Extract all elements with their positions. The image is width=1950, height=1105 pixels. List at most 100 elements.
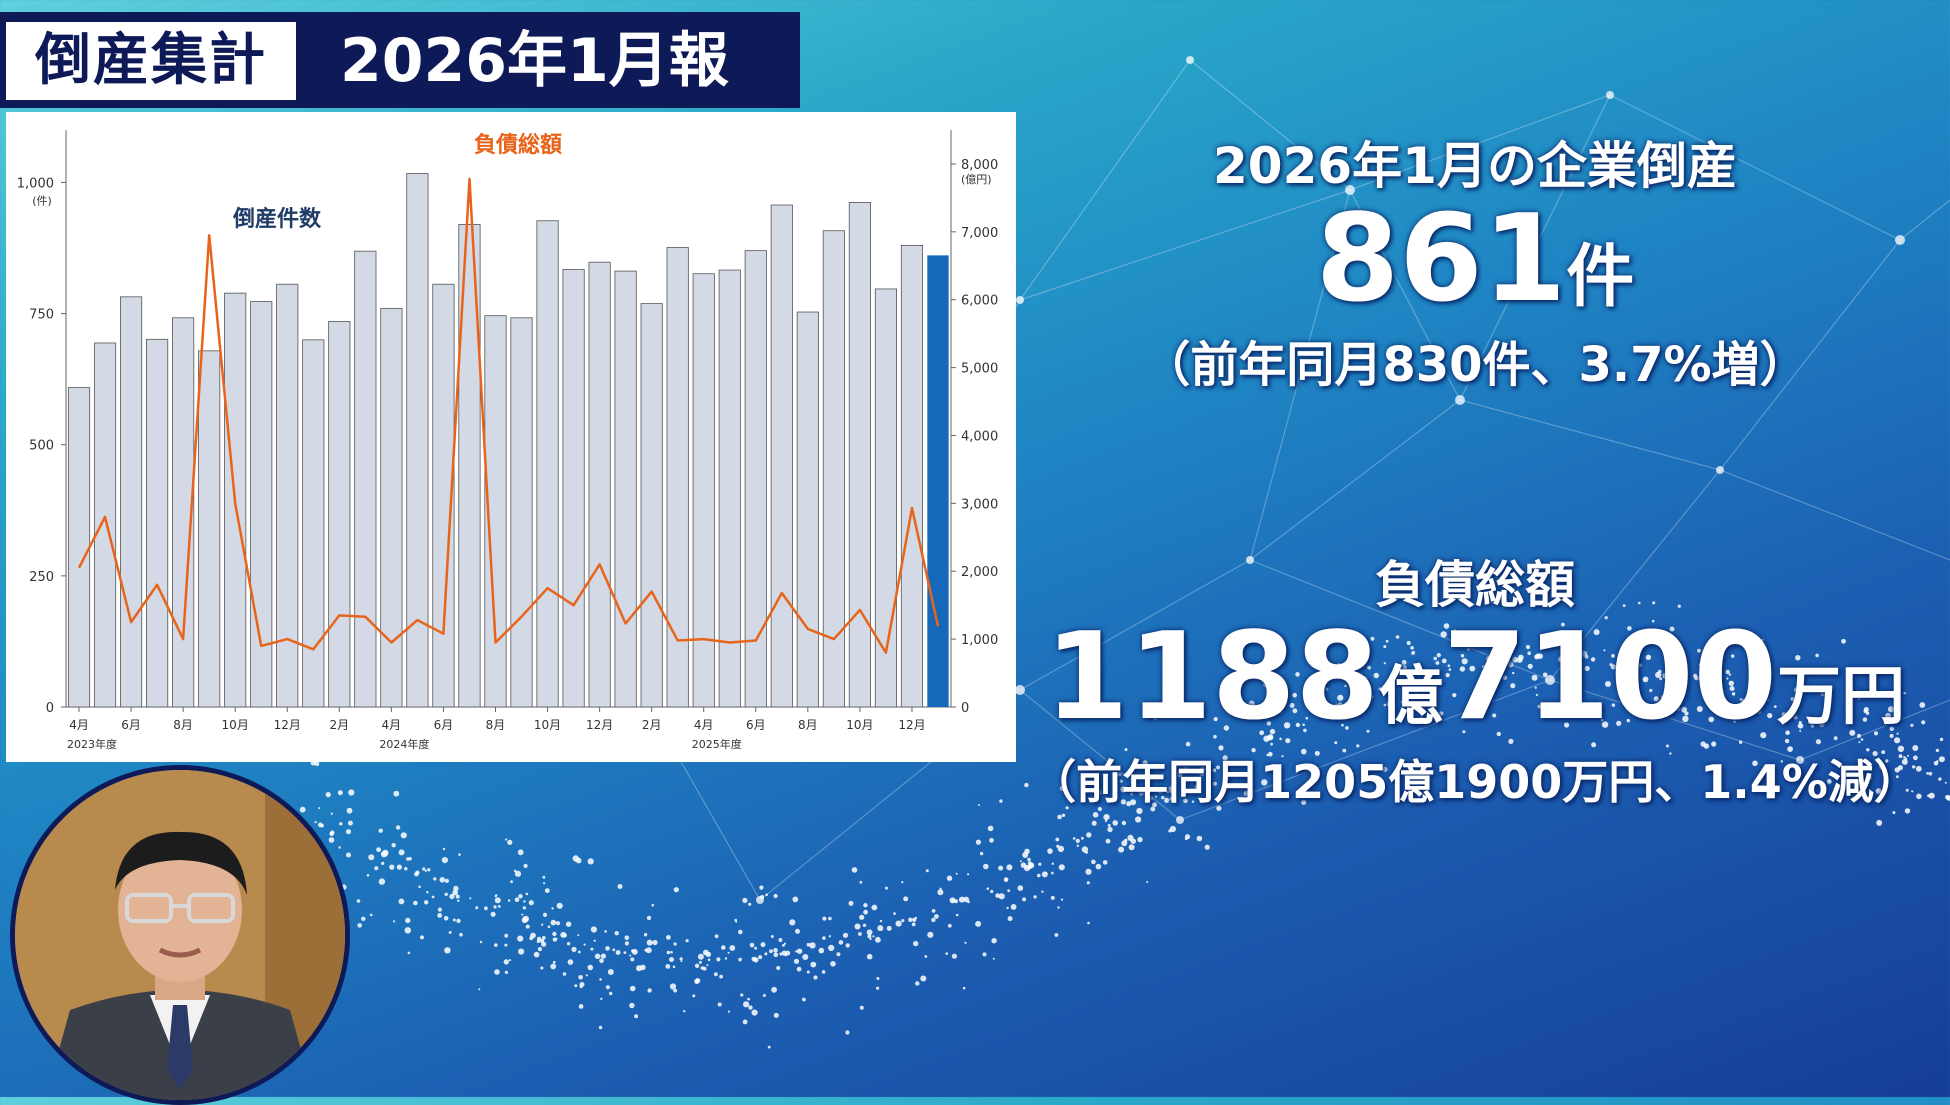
particle-dot xyxy=(563,972,567,976)
bar xyxy=(303,340,324,707)
particle-dot xyxy=(494,943,498,947)
particle-dot xyxy=(1024,849,1029,854)
particle-dot xyxy=(714,972,718,976)
particle-dot xyxy=(683,1010,685,1012)
particle-dot xyxy=(908,918,912,922)
particle-dot xyxy=(1006,864,1012,870)
particle-dot xyxy=(795,929,800,934)
debt-figure: 1188億7100万円 xyxy=(1000,608,1950,767)
particle-dot xyxy=(433,877,436,880)
particle-dot xyxy=(829,935,831,937)
particle-dot xyxy=(872,935,874,937)
particle-dot xyxy=(379,878,385,884)
debt-unit-oku: 億 xyxy=(1379,660,1443,734)
particle-dot xyxy=(1197,836,1203,842)
particle-dot xyxy=(475,906,478,909)
bar xyxy=(875,289,896,707)
particle-dot xyxy=(1027,858,1031,862)
particle-dot xyxy=(1037,874,1041,878)
particle-dot xyxy=(849,901,854,906)
particle-dot xyxy=(920,976,926,982)
particle-dot xyxy=(967,873,969,875)
particle-dot xyxy=(543,882,545,884)
particle-dot xyxy=(822,970,826,974)
bar xyxy=(94,343,115,707)
particle-dot xyxy=(991,938,996,943)
particle-dot xyxy=(1092,821,1097,826)
particle-dot xyxy=(760,895,764,899)
particle-dot xyxy=(828,917,832,921)
particle-dot xyxy=(1058,846,1064,852)
particle-dot xyxy=(521,914,523,916)
particle-dot xyxy=(863,924,866,927)
bar xyxy=(329,321,350,707)
particle-dot xyxy=(347,808,353,814)
x-tick-label: 12月 xyxy=(274,718,301,732)
particle-dot xyxy=(338,790,343,795)
particle-dot xyxy=(870,938,872,940)
particle-dot xyxy=(652,904,655,907)
particle-dot xyxy=(863,910,868,915)
particle-dot xyxy=(761,942,766,947)
particle-dot xyxy=(729,945,735,951)
particle-dot xyxy=(567,942,570,945)
particle-dot xyxy=(764,952,767,955)
debt-heading: 負債総額 xyxy=(1000,545,1950,617)
x-tick-label: 8月 xyxy=(486,718,506,732)
particle-dot xyxy=(789,919,795,925)
particle-dot xyxy=(1047,848,1053,854)
particle-dot xyxy=(401,832,407,838)
particle-dot xyxy=(616,950,621,955)
particle-dot xyxy=(424,900,428,904)
particle-dot xyxy=(518,949,524,955)
particle-dot xyxy=(1051,872,1054,875)
particle-dot xyxy=(1185,834,1190,839)
particle-dot xyxy=(860,881,863,884)
x-tick-label: 4月 xyxy=(694,718,714,732)
bar xyxy=(198,351,219,707)
bar xyxy=(68,388,89,707)
particle-dot xyxy=(591,926,597,932)
particle-dot xyxy=(393,920,395,922)
y-axis-label-left: (件) xyxy=(32,194,52,207)
bar xyxy=(589,262,610,707)
particle-dot xyxy=(1055,933,1059,937)
particle-dot xyxy=(379,829,383,833)
particle-dot xyxy=(1087,881,1090,884)
particle-dot xyxy=(742,898,747,903)
particle-dot xyxy=(615,931,619,935)
particle-dot xyxy=(1107,827,1112,832)
particle-dot xyxy=(945,952,948,955)
particle-dot xyxy=(644,949,647,952)
particle-dot xyxy=(769,949,773,953)
particle-dot xyxy=(1135,816,1141,822)
particle-dot xyxy=(901,881,903,883)
particle-dot xyxy=(1046,872,1048,874)
particle-dot xyxy=(1004,877,1009,882)
y-axis-label-right: (億円) xyxy=(961,173,992,186)
particle-dot xyxy=(872,905,878,911)
particle-dot xyxy=(518,894,522,898)
debt-note: （前年同月1205億1900万円、1.4%減） xyxy=(1000,746,1950,812)
particle-dot xyxy=(588,858,594,864)
header-title: 2026年1月報 xyxy=(340,22,729,100)
particle-dot xyxy=(669,957,674,962)
particle-dot xyxy=(632,949,638,955)
particle-dot xyxy=(1093,812,1099,818)
particle-dot xyxy=(584,944,586,946)
particle-dot xyxy=(553,938,557,942)
particle-dot xyxy=(876,977,879,980)
particle-dot xyxy=(728,952,730,954)
particle-dot xyxy=(557,903,563,909)
particle-dot xyxy=(768,1046,771,1049)
particle-dot xyxy=(716,957,720,961)
particle-dot xyxy=(629,955,631,957)
x-tick-label: 6月 xyxy=(121,718,141,732)
particle-dot xyxy=(413,901,418,906)
particle-dot xyxy=(774,1013,779,1018)
particle-dot xyxy=(399,849,405,855)
particle-dot xyxy=(877,925,883,931)
particle-dot xyxy=(1077,845,1079,847)
particle-dot xyxy=(576,858,582,864)
particle-dot xyxy=(491,912,496,917)
